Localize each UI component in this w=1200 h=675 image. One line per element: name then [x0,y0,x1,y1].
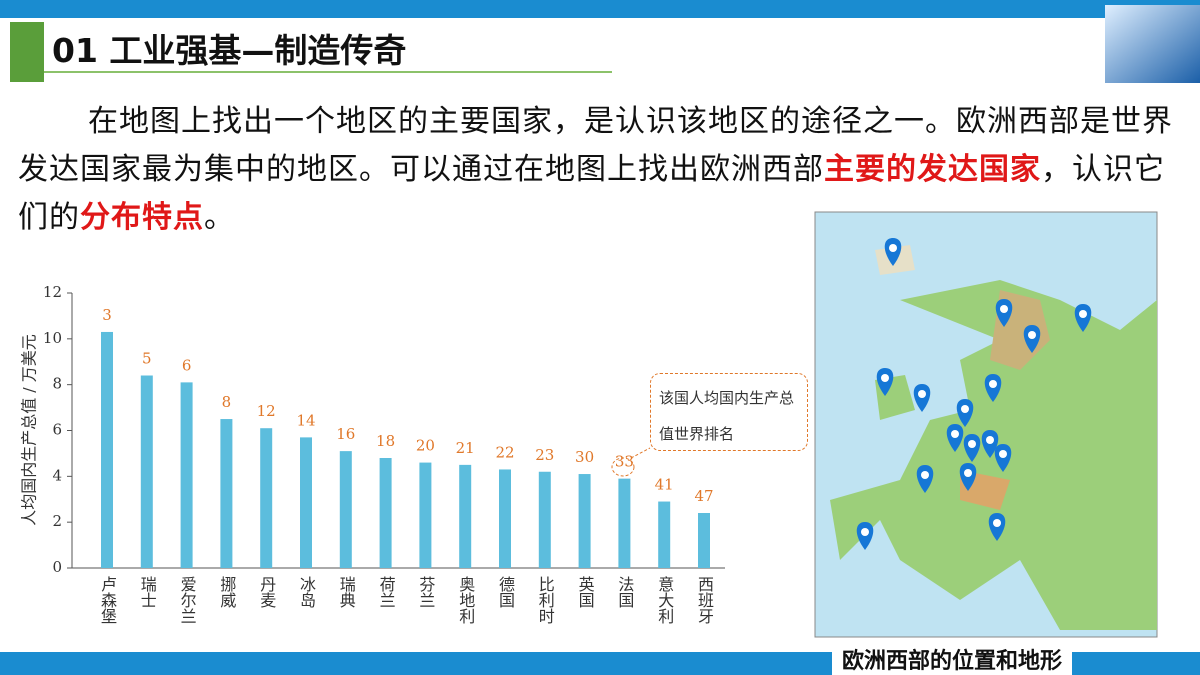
rank-label: 47 [694,487,713,505]
x-tick-label: 爱尔兰 [177,576,197,624]
slide-title: 01 工业强基—制造传奇 [52,31,407,70]
bar [618,478,631,568]
header-image [1105,5,1200,83]
bar [300,437,312,568]
rank-label: 5 [142,350,152,368]
bar [260,428,273,568]
bar [140,375,153,568]
map-pin-dot [999,450,1007,458]
rank-label: 6 [182,356,192,374]
map-pin-dot [951,430,959,438]
title-accent [10,22,44,82]
map-pins [856,238,1092,550]
map-pin-dot [989,380,997,388]
x-tick-label: 英国 [575,576,595,608]
text: 。 [204,200,235,235]
rank-label: 18 [376,432,395,450]
y-tick-label: 2 [52,512,62,530]
text: ，认识它们的 [18,152,1165,235]
map-pin-dot [889,244,897,252]
rank-label: 33 [615,453,634,471]
x-tick-label: 瑞士 [137,576,157,608]
x-tick-label: 卢森堡 [98,576,117,624]
x-tick-label: 西班牙 [695,576,714,624]
bar [499,469,511,568]
x-tick-label: 荷兰 [376,576,396,608]
map-pin-dot [1028,331,1036,339]
y-axis-label: 人均国内生产总值 / 万美元 [20,334,39,526]
rank-label: 30 [575,448,594,466]
rank-label: 8 [222,393,232,411]
x-tick-label: 法国 [615,576,635,608]
map-pin-dot [968,440,976,448]
x-tick-label: 冰岛 [297,576,316,608]
map-pin-dot [921,471,929,479]
map-pin-dot [986,436,994,444]
x-tick-label: 挪威 [217,576,237,608]
bar [698,513,710,568]
map-pin-dot [961,405,969,413]
rank-label: 22 [495,443,514,461]
bar [538,471,551,568]
y-tick-label: 4 [52,466,62,484]
y-tick-label: 12 [43,283,62,301]
x-tick-label: 奥地利 [456,576,476,624]
map-pin-dot [1079,310,1087,318]
rank-label: 3 [102,306,112,324]
x-tick-label: 比利时 [535,576,555,624]
map-pin-dot [964,469,972,477]
bar [658,501,671,568]
y-tick-label: 6 [52,421,62,439]
bar [578,474,591,568]
rank-label: 23 [535,446,554,464]
bar [180,382,193,568]
rank-label: 14 [296,411,315,429]
bar [419,462,432,568]
x-tick-label: 意大利 [655,576,675,624]
x-tick-label: 瑞典 [336,576,356,608]
bar [220,419,233,568]
map-caption: 欧洲西部的位置和地形 [832,643,1073,675]
map-pin-dot [993,519,1001,527]
rank-label: 21 [456,439,475,457]
rank-label: 16 [336,425,355,443]
annotation: 该国人均国内生产总值世界排名 [650,373,808,451]
rank-label: 41 [655,476,674,494]
rank-label: 12 [257,402,276,420]
x-tick-label: 芬兰 [416,576,436,608]
emphasis-text: 主要的发达国家 [824,152,1041,187]
x-tick-label: 丹麦 [257,576,277,608]
top-bar [0,0,1200,18]
text: 在地图上找出一个地区的主要国家，是认识该地区的途径之一。欧洲西部是世界发达国家最… [18,104,1173,187]
emphasis-text: 分布特点 [80,200,204,235]
bar [379,458,392,568]
map [814,211,1158,638]
y-tick-label: 10 [43,329,62,347]
x-tick-label: 德国 [496,576,515,608]
bar [339,451,352,568]
annotation-leader [630,447,651,459]
rank-label: 20 [416,437,435,455]
bar [459,464,472,568]
map-pin-dot [861,528,869,536]
map-pin-dot [918,390,926,398]
y-tick-label: 8 [52,375,62,393]
map-pin-dot [1000,305,1008,313]
intro-paragraph: 在地图上找出一个地区的主要国家，是认识该地区的途径之一。欧洲西部是世界发达国家最… [18,98,1178,242]
annotation-circle [611,457,635,477]
map-pin-dot [881,374,889,382]
bar [101,331,113,568]
y-tick-label: 0 [52,558,62,576]
